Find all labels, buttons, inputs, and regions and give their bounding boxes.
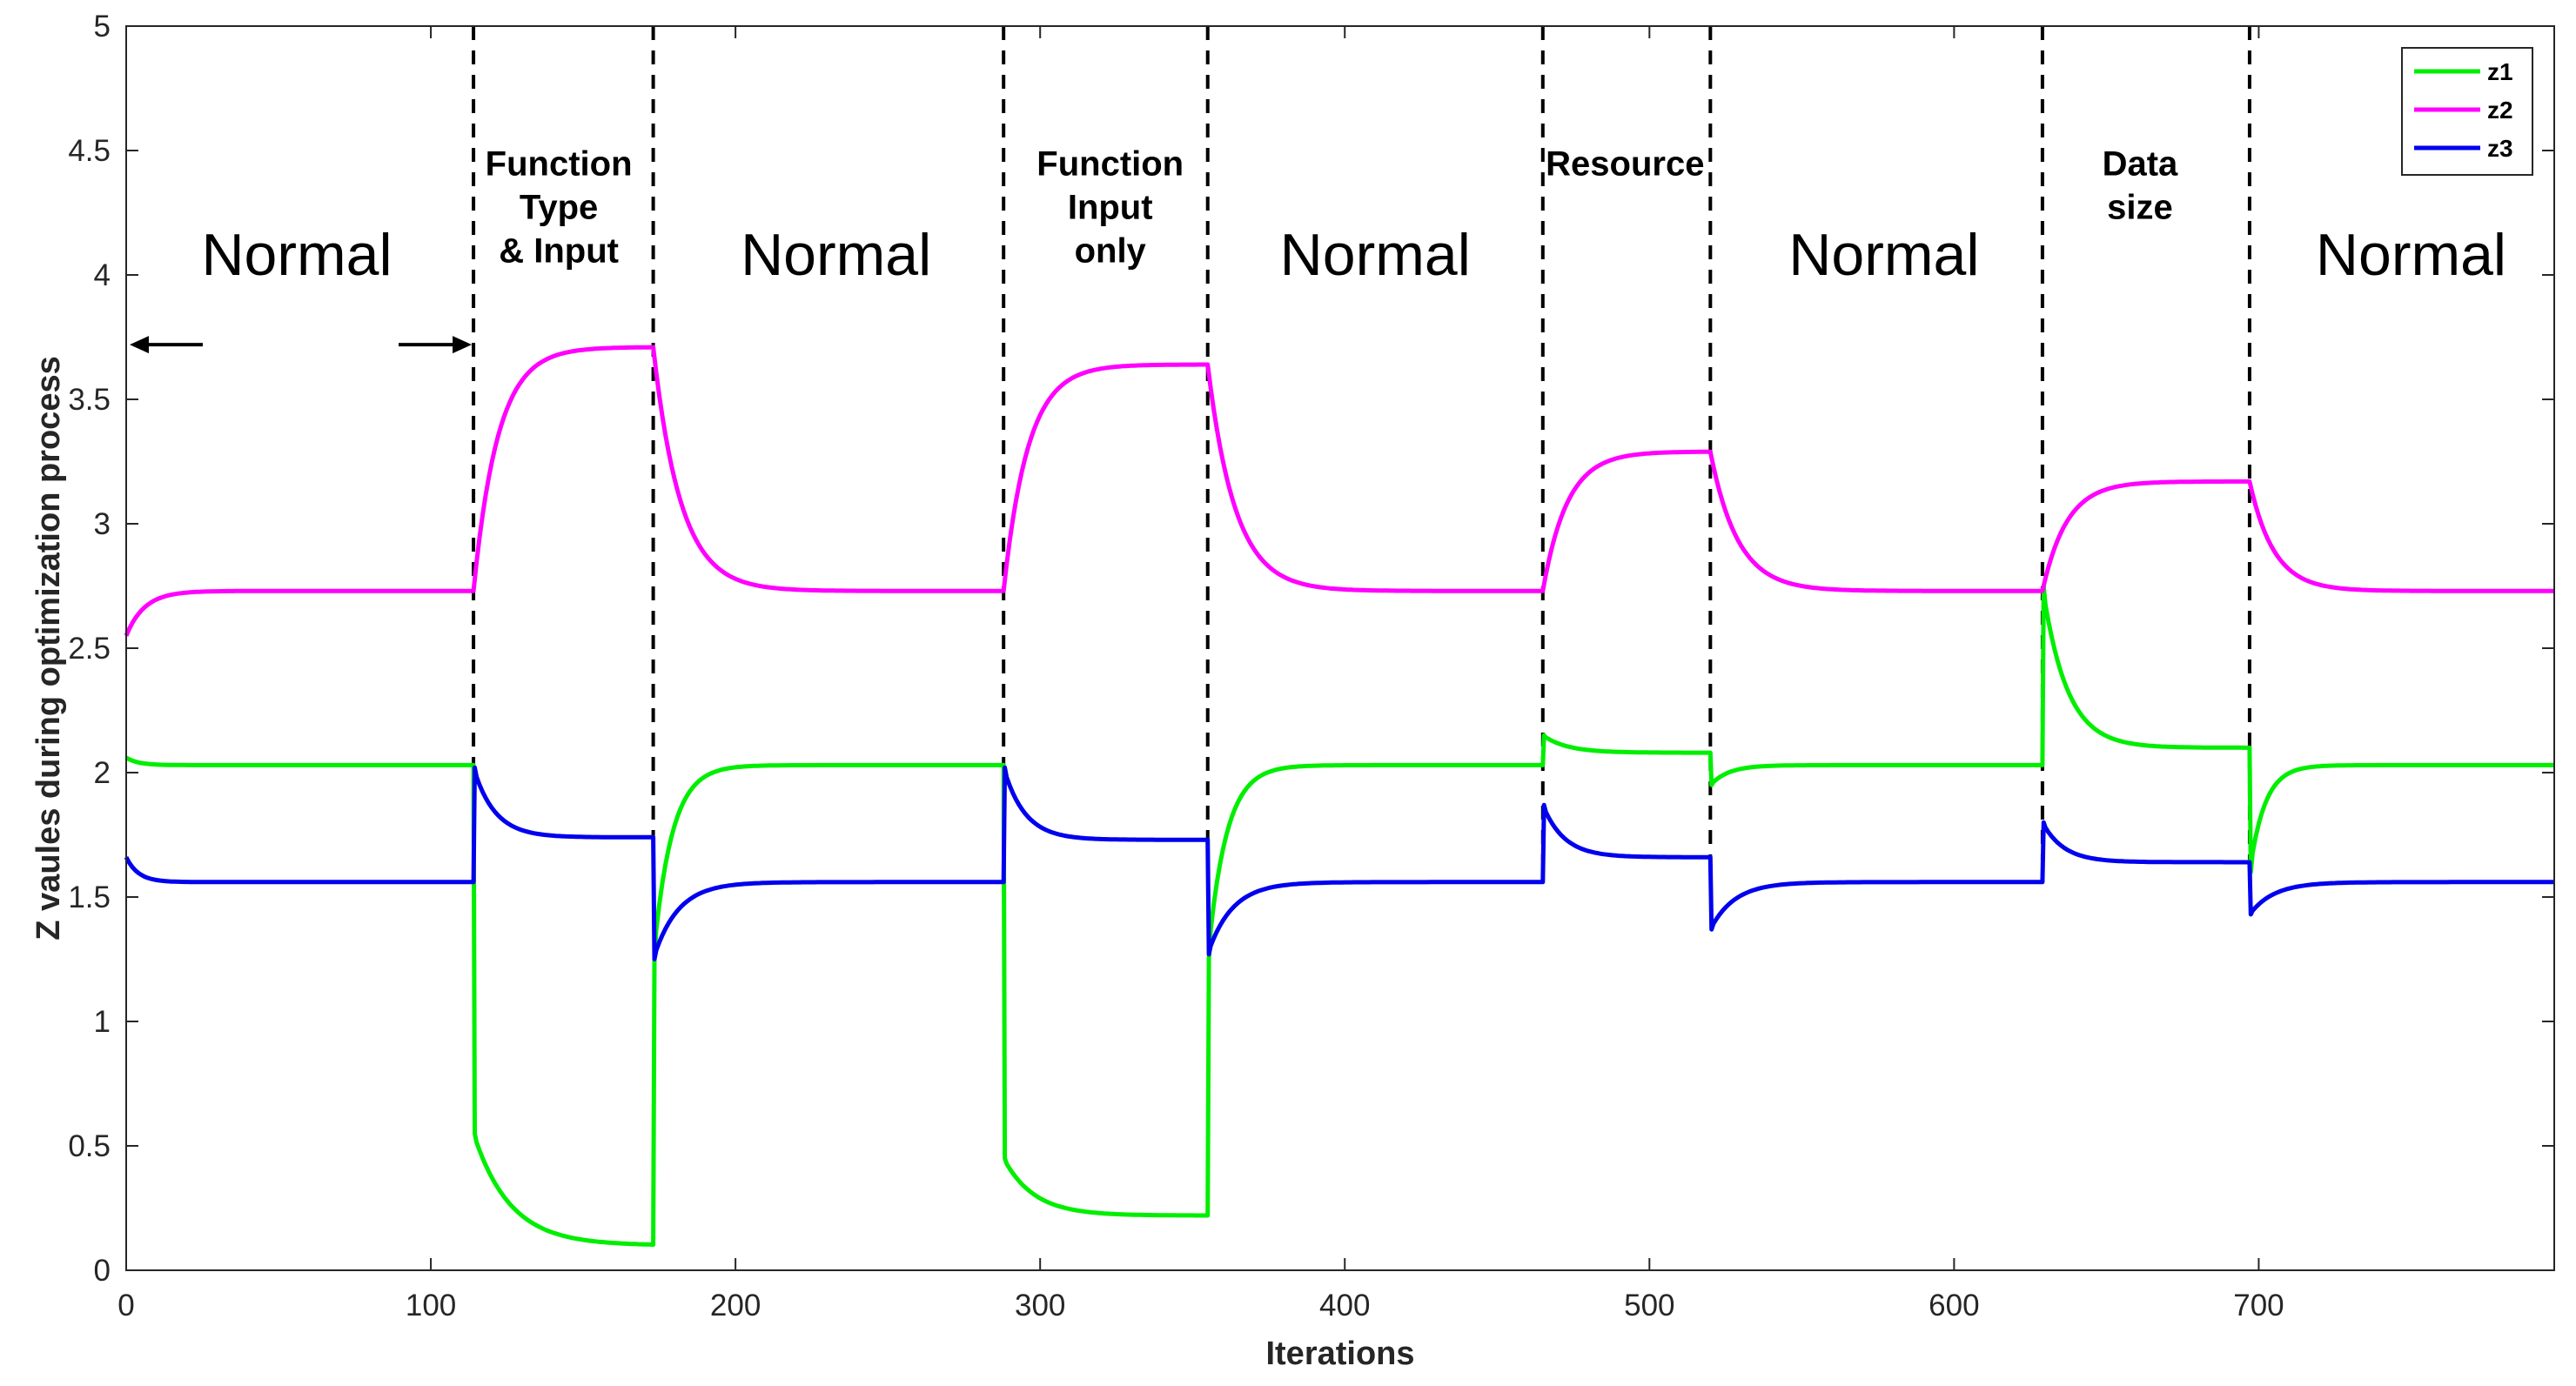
- plot-area: [126, 26, 2554, 1270]
- y-tick-label: 0: [94, 1254, 111, 1288]
- series-line-z3: [124, 765, 2554, 961]
- legend-label-z2: z2: [2487, 97, 2513, 124]
- region-label-normal: Normal: [201, 222, 392, 288]
- region-label-event: Function: [486, 145, 633, 184]
- region-label-normal: Normal: [1788, 222, 1979, 288]
- region-label-event: size: [2107, 189, 2173, 227]
- x-tick-label: 700: [2233, 1289, 2284, 1322]
- y-tick-label: 5: [94, 10, 111, 44]
- legend: z1 z2 z3: [2401, 47, 2533, 176]
- region-label-event: Resource: [1546, 145, 1704, 184]
- y-tick-label: 3.5: [68, 383, 111, 417]
- region-label-normal: Normal: [1280, 222, 1471, 288]
- region-label-event: Data: [2103, 145, 2178, 184]
- region-labels: Normal Function Type & Input Normal Function I…: [201, 145, 2506, 288]
- x-tick-label: 100: [406, 1289, 456, 1322]
- x-tick-label: 400: [1319, 1289, 1370, 1322]
- x-axis-ticks: 0 100 200 300 400 500 600 700: [117, 26, 2284, 1322]
- region-label-event: Function: [1036, 145, 1184, 184]
- y-axis-title: Z vaules during optimization process: [30, 356, 67, 940]
- x-tick-label: 500: [1624, 1289, 1674, 1322]
- region-label-event: Type: [520, 189, 598, 227]
- y-tick-label: 1.5: [68, 880, 111, 914]
- y-tick-label: 4.5: [68, 134, 111, 168]
- arrow-left-head: [130, 336, 149, 354]
- y-axis-ticks: 0 0.5 1 1.5 2 2.5 3 3.5 4 4.5 5: [68, 10, 2554, 1288]
- y-tick-label: 4: [94, 258, 111, 292]
- series-lines: [124, 345, 2554, 1247]
- y-tick-label: 3: [94, 507, 111, 541]
- legend-label-z1: z1: [2487, 58, 2513, 85]
- y-tick-label: 0.5: [68, 1129, 111, 1163]
- region-label-event: & Input: [499, 232, 619, 271]
- region-label-event: Input: [1068, 189, 1153, 227]
- x-axis-title: Iterations: [1265, 1336, 1414, 1372]
- arrow-right-head: [453, 336, 473, 354]
- region-label-normal: Normal: [741, 222, 931, 288]
- x-tick-label: 300: [1015, 1289, 1065, 1322]
- y-tick-label: 2: [94, 756, 111, 790]
- region-label-event: only: [1075, 232, 1147, 271]
- x-tick-label: 600: [1929, 1289, 1979, 1322]
- region-label-normal: Normal: [2316, 222, 2506, 288]
- legend-label-z3: z3: [2487, 135, 2513, 162]
- normal-span-arrows: [130, 336, 473, 354]
- x-tick-label: 0: [117, 1289, 134, 1322]
- series-line-z1: [124, 584, 2554, 1247]
- y-tick-label: 2.5: [68, 632, 111, 666]
- x-tick-label: 200: [710, 1289, 761, 1322]
- series-line-z2: [124, 345, 2554, 637]
- y-tick-label: 1: [94, 1005, 111, 1039]
